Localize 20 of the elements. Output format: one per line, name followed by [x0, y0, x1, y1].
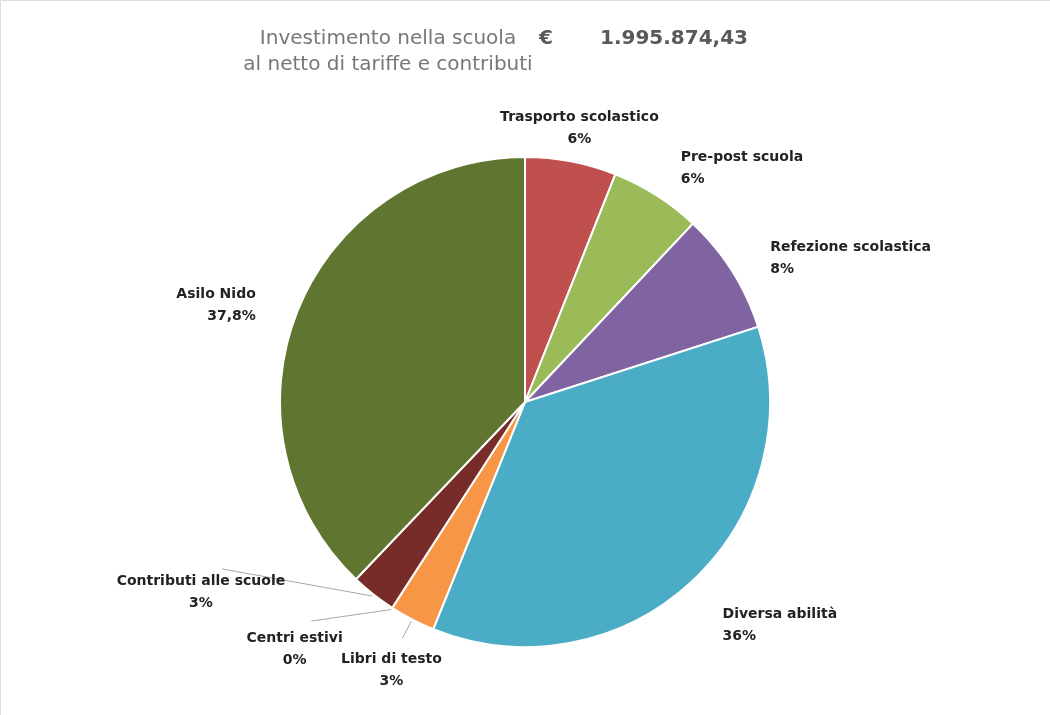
slice-label: Asilo Nido [176, 285, 257, 302]
slice-label: Libri di testo [341, 650, 443, 667]
slice-label: Pre-post scuola [680, 148, 804, 165]
data-label: 3% [189, 593, 213, 610]
data-label: 37,8% [207, 307, 256, 324]
slice-label: Trasporto scolastico [500, 108, 660, 125]
text: 0% [282, 651, 307, 668]
chart-title: Investimento nella scuola [259, 25, 517, 49]
slice-label: Diversa abilità [722, 605, 838, 622]
data-label: 6% [680, 170, 705, 187]
data-label: 36% [722, 627, 757, 644]
slice-label: Refezione scolastica [770, 238, 932, 255]
data-label: 6% [567, 130, 592, 147]
data-label: 8% [770, 260, 794, 277]
text: 1.995.874,43 [599, 25, 749, 49]
text: € [538, 25, 553, 49]
slice-label: Contributi alle scuole [116, 571, 286, 588]
category-label: Centri estivi [246, 629, 343, 646]
data-label: 3% [379, 672, 404, 689]
chart-subtitle: al netto di tariffe e contributi [243, 51, 533, 75]
